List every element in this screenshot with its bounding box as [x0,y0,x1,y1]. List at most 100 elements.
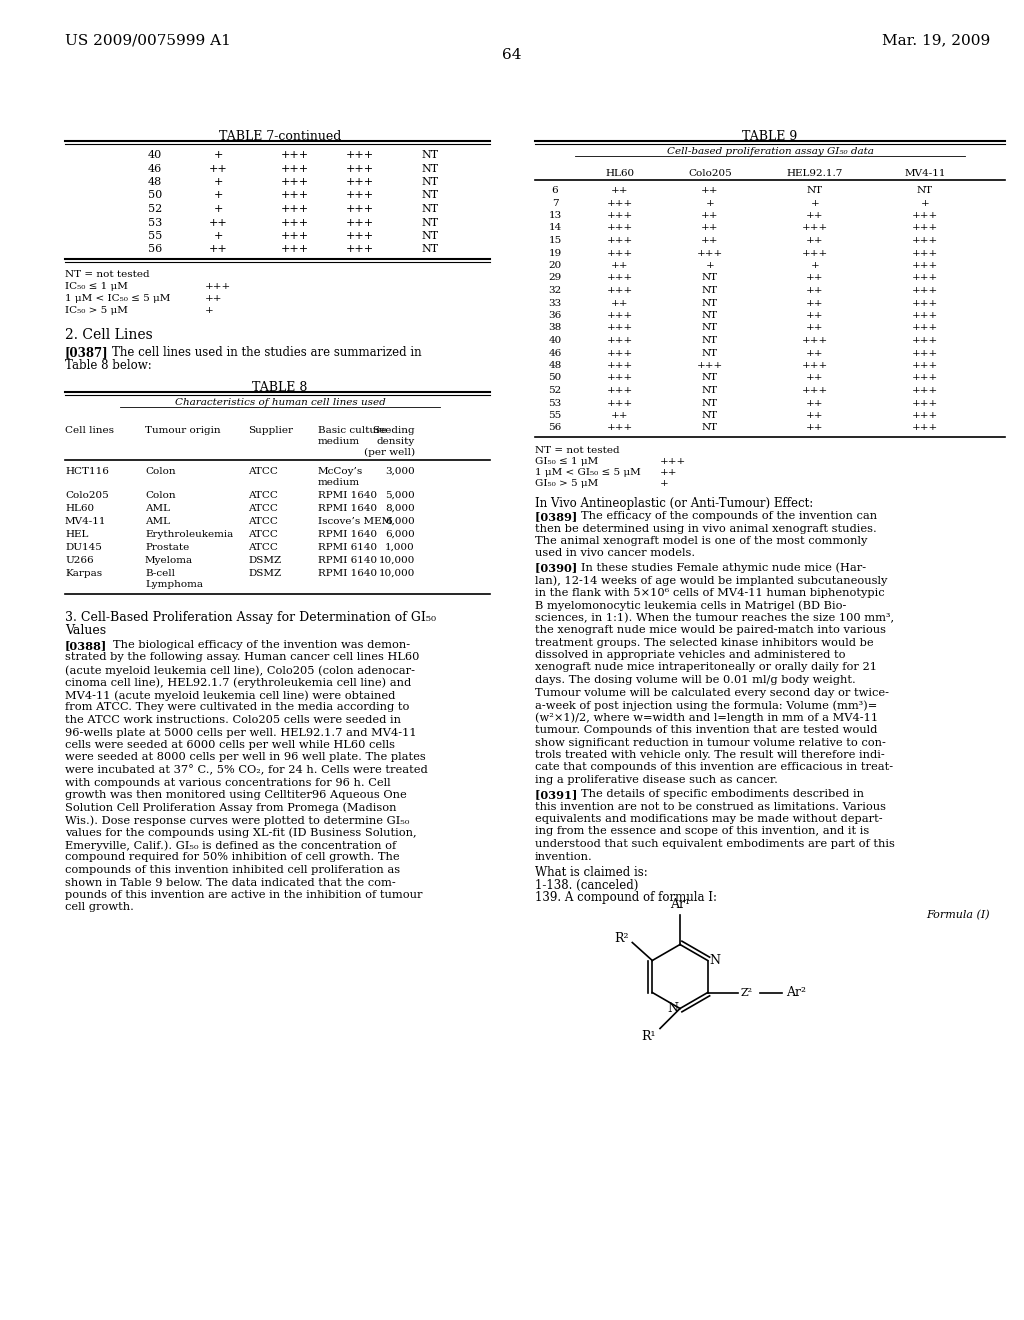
Text: +++: +++ [912,248,938,257]
Text: 19: 19 [549,248,561,257]
Text: N: N [667,1002,678,1015]
Text: shown in Table 9 below. The data indicated that the com-: shown in Table 9 below. The data indicat… [65,878,395,887]
Text: +++: +++ [607,248,633,257]
Text: invention.: invention. [535,851,593,862]
Text: +++: +++ [281,205,309,214]
Text: +: + [213,231,222,242]
Text: NT: NT [422,177,438,187]
Text: +++: +++ [607,374,633,383]
Text: ++: ++ [611,411,629,420]
Text: +++: +++ [802,360,828,370]
Text: HEL92.1.7: HEL92.1.7 [786,169,843,178]
Text: +++: +++ [346,218,374,227]
Text: Colo205: Colo205 [65,491,109,500]
Text: 6,000: 6,000 [385,531,415,539]
Text: compound required for 50% inhibition of cell growth. The: compound required for 50% inhibition of … [65,853,399,862]
Text: a-week of post injection using the formula: Volume (mm³)=: a-week of post injection using the formu… [535,700,878,710]
Text: Seeding: Seeding [373,426,415,436]
Text: +++: +++ [281,231,309,242]
Text: RPMI 1640: RPMI 1640 [318,569,377,578]
Text: +++: +++ [281,150,309,160]
Text: 38: 38 [549,323,561,333]
Text: were seeded at 8000 cells per well in 96 well plate. The plates: were seeded at 8000 cells per well in 96… [65,752,426,763]
Text: AML: AML [145,504,170,513]
Text: 55: 55 [147,231,162,242]
Text: +++: +++ [802,223,828,232]
Text: NT: NT [701,286,718,294]
Text: ++: ++ [806,424,823,433]
Text: +++: +++ [912,411,938,420]
Text: treatment groups. The selected kinase inhibitors would be: treatment groups. The selected kinase in… [535,638,873,648]
Text: then be determined using in vivo animal xenograft studies.: then be determined using in vivo animal … [535,524,877,533]
Text: N: N [710,954,721,968]
Text: 40: 40 [549,337,561,345]
Text: 50: 50 [549,374,561,383]
Text: Colon: Colon [145,491,176,500]
Text: compounds of this invention inhibited cell proliferation as: compounds of this invention inhibited ce… [65,865,400,875]
Text: +++: +++ [697,360,723,370]
Text: ing a proliferative disease such as cancer.: ing a proliferative disease such as canc… [535,775,778,785]
Text: NT: NT [701,323,718,333]
Text: ATCC: ATCC [248,467,278,477]
Text: Emeryville, Calif.). GI₅₀ is defined as the concentration of: Emeryville, Calif.). GI₅₀ is defined as … [65,840,396,850]
Text: 32: 32 [549,286,561,294]
Text: IC₅₀ > 5 μM: IC₅₀ > 5 μM [65,306,128,315]
Text: 52: 52 [549,385,561,395]
Text: 36: 36 [549,312,561,319]
Text: +: + [811,261,819,271]
Text: +++: +++ [912,298,938,308]
Text: +: + [213,150,222,160]
Text: 53: 53 [549,399,561,408]
Text: ++: ++ [806,411,823,420]
Text: +++: +++ [607,337,633,345]
Text: medium: medium [318,437,360,446]
Text: Colo205: Colo205 [688,169,732,178]
Text: +++: +++ [607,399,633,408]
Text: +++: +++ [912,286,938,294]
Text: Basic culture: Basic culture [318,426,387,436]
Text: [0391]: [0391] [535,789,582,800]
Text: +++: +++ [912,223,938,232]
Text: ++: ++ [806,286,823,294]
Text: [0389]: [0389] [535,511,582,521]
Text: Ar²: Ar² [785,986,806,999]
Text: NT: NT [701,399,718,408]
Text: +++: +++ [205,282,231,290]
Text: B-cell: B-cell [145,569,175,578]
Text: 10,000: 10,000 [379,556,415,565]
Text: 3,000: 3,000 [385,467,415,477]
Text: NT: NT [701,298,718,308]
Text: 139. A compound of formula I:: 139. A compound of formula I: [535,891,717,904]
Text: +++: +++ [607,424,633,433]
Text: Myeloma: Myeloma [145,556,194,565]
Text: +: + [706,198,715,207]
Text: 13: 13 [549,211,561,220]
Text: the ATCC work instructions. Colo205 cells were seeded in: the ATCC work instructions. Colo205 cell… [65,715,401,725]
Text: ++: ++ [701,223,719,232]
Text: +++: +++ [281,244,309,255]
Text: Tumour origin: Tumour origin [145,426,220,436]
Text: the xenograft nude mice would be paired-match into various: the xenograft nude mice would be paired-… [535,624,886,635]
Text: 48: 48 [147,177,162,187]
Text: ++: ++ [701,236,719,246]
Text: +++: +++ [281,177,309,187]
Text: GI₅₀ ≤ 1 μM: GI₅₀ ≤ 1 μM [535,457,598,466]
Text: ATCC: ATCC [248,531,278,539]
Text: RPMI 1640: RPMI 1640 [318,491,377,500]
Text: 50: 50 [147,190,162,201]
Text: ++: ++ [806,312,823,319]
Text: Ar¹: Ar¹ [670,898,690,911]
Text: [0388]: [0388] [65,640,108,651]
Text: +++: +++ [912,360,938,370]
Text: Lymphoma: Lymphoma [145,579,203,589]
Text: NT: NT [701,273,718,282]
Text: 1 μM < IC₅₀ ≤ 5 μM: 1 μM < IC₅₀ ≤ 5 μM [65,294,170,304]
Text: DU145: DU145 [65,543,101,552]
Text: 40: 40 [147,150,162,160]
Text: The cell lines used in the studies are summarized in: The cell lines used in the studies are s… [112,346,422,359]
Text: R²: R² [613,932,629,945]
Text: +++: +++ [607,312,633,319]
Text: density: density [377,437,415,446]
Text: Characteristics of human cell lines used: Characteristics of human cell lines used [175,399,385,407]
Text: +++: +++ [802,385,828,395]
